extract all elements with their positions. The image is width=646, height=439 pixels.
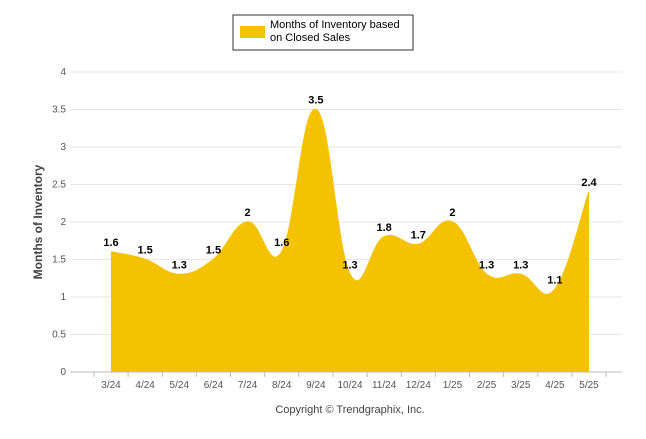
x-tick-label: 3/25 <box>511 380 531 391</box>
data-label: 1.5 <box>206 245 221 257</box>
area-series <box>109 108 591 372</box>
data-label: 1.3 <box>479 260 494 272</box>
data-point-2-25[interactable] <box>485 273 489 277</box>
legend-swatch <box>240 26 265 38</box>
data-label: 1.6 <box>103 237 118 249</box>
data-point-3-25[interactable] <box>519 273 523 277</box>
data-point-5-24[interactable] <box>177 273 181 277</box>
y-tick-label: 1 <box>60 292 66 303</box>
legend-label-line2: on Closed Sales <box>270 32 351 44</box>
data-point-8-24[interactable] <box>280 250 284 254</box>
data-point-3-24[interactable] <box>109 250 113 254</box>
data-point-4-24[interactable] <box>143 258 147 262</box>
data-label: 1.3 <box>342 260 357 272</box>
legend-label-line1: Months of Inventory based <box>270 19 400 31</box>
x-tick-label: 9/24 <box>306 380 326 391</box>
data-point-9-24[interactable] <box>314 108 318 112</box>
x-tick-label: 5/24 <box>170 380 190 391</box>
data-point-1-25[interactable] <box>450 220 454 224</box>
x-tick-label: 5/25 <box>579 380 599 391</box>
x-tick-label: 4/24 <box>135 380 155 391</box>
x-tick-label: 8/24 <box>272 380 292 391</box>
y-tick-label: 0 <box>60 367 66 378</box>
y-tick-label: 3.5 <box>52 105 66 116</box>
data-point-4-25[interactable] <box>553 288 557 292</box>
data-point-7-24[interactable] <box>246 220 250 224</box>
data-point-6-24[interactable] <box>211 258 215 262</box>
data-label: 1.7 <box>411 230 426 242</box>
data-point-10-24[interactable] <box>348 273 352 277</box>
data-label: 2 <box>245 207 251 219</box>
data-label: 1.8 <box>376 222 391 234</box>
legend-box <box>232 14 414 51</box>
x-tick-label: 4/25 <box>545 380 565 391</box>
data-label: 2 <box>449 207 455 219</box>
x-tick-label: 6/24 <box>204 380 224 391</box>
data-label: 2.4 <box>581 177 597 189</box>
y-tick-label: 4 <box>60 67 66 78</box>
copyright-footer: Copyright © Trendgraphix, Inc. <box>275 404 424 416</box>
data-labels: 1.6 1.5 1.3 1.5 2 1.6 3.5 1.3 1.8 1.7 2 1.3 1.3 1.1 2.… <box>103 95 597 287</box>
y-tick-label: 1.5 <box>52 255 66 266</box>
y-tick-label: 3 <box>60 142 66 153</box>
data-label: 1.6 <box>274 237 289 249</box>
area-fill[interactable] <box>111 109 589 372</box>
data-point-11-24[interactable] <box>382 235 386 239</box>
x-tick-label: 7/24 <box>238 380 258 391</box>
data-point-12-24[interactable] <box>416 243 420 247</box>
y-axis-title: Months of Inventory <box>31 164 45 279</box>
area-line <box>110 108 590 296</box>
legend[interactable]: Months of Inventory based on Closed Sale… <box>232 14 414 51</box>
data-point-5-25[interactable] <box>587 190 591 194</box>
x-tick-label: 2/25 <box>477 380 497 391</box>
y-tick-label: 2 <box>60 217 66 228</box>
x-tick-label: 1/25 <box>443 380 463 391</box>
data-label: 3.5 <box>308 95 323 107</box>
x-tick-label: 3/24 <box>101 380 121 391</box>
data-label: 1.3 <box>513 260 528 272</box>
axes: 0 0.5 1 1.5 2 2.5 3 3.5 4 3/24 4/24 5/24 6/24 7/24 8/2… <box>52 67 622 391</box>
y-tick-label: 0.5 <box>52 330 66 341</box>
x-tick-label: 12/24 <box>406 380 431 391</box>
x-tick-label: 10/24 <box>337 380 362 391</box>
y-tick-label: 2.5 <box>52 180 66 191</box>
data-label: 1.1 <box>547 275 562 287</box>
data-label: 1.3 <box>172 260 187 272</box>
data-label: 1.5 <box>137 245 152 257</box>
x-tick-label: 11/24 <box>372 380 397 391</box>
